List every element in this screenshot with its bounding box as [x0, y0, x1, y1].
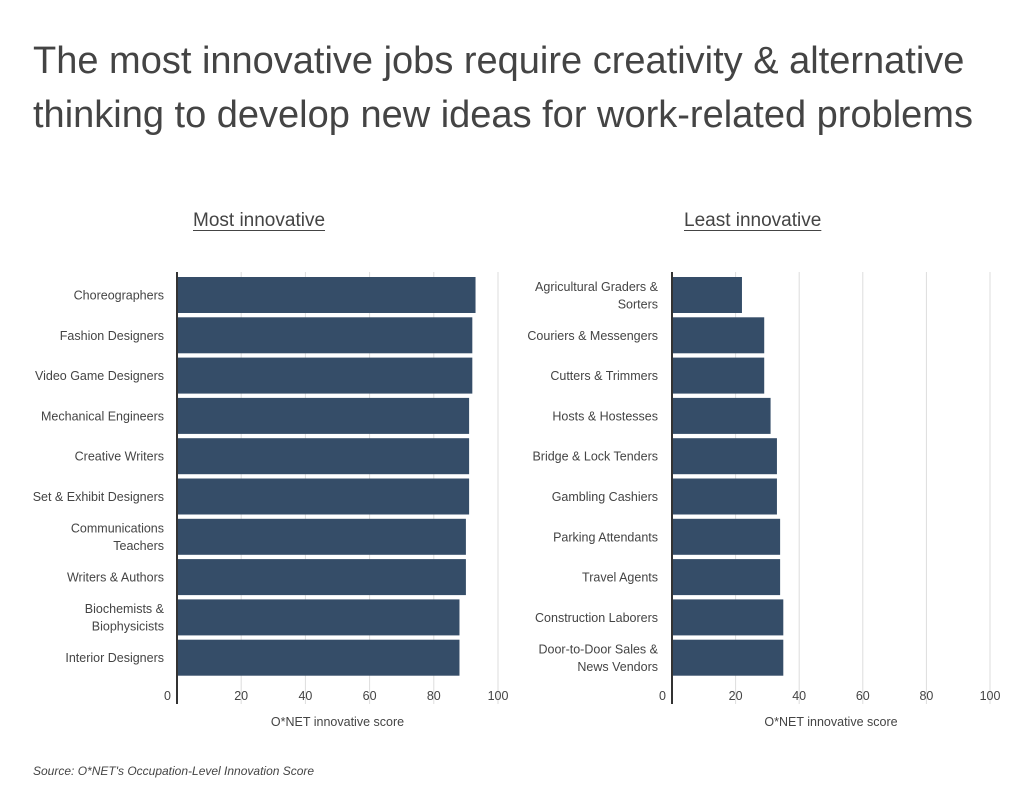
most-bar	[177, 518, 466, 555]
least-bar	[672, 478, 777, 515]
most-x-tick-label: 40	[298, 689, 312, 703]
most-x-tick-label: 60	[363, 689, 377, 703]
least-bar	[672, 639, 784, 676]
least-category-label: Bridge & Lock Tenders	[532, 450, 658, 464]
least-category-label: Travel Agents	[582, 571, 658, 585]
most-bar	[177, 357, 473, 394]
panel-title-least-innovative: Least innovative	[684, 210, 822, 231]
most-bar	[177, 599, 460, 636]
most-category-label: Set & Exhibit Designers	[33, 490, 164, 504]
least-category-label: Cutters & Trimmers	[550, 369, 658, 383]
most-bar	[177, 317, 473, 354]
least-bar	[672, 397, 771, 434]
least-category-label: Agricultural Graders & Sorters	[535, 280, 659, 312]
least-bar	[672, 357, 765, 394]
source-note: Source: O*NET's Occupation-Level Innovat…	[33, 764, 315, 778]
most-bar	[177, 639, 460, 676]
least-bar	[672, 277, 742, 313]
least-bar	[672, 438, 777, 475]
most-x-tick-label: 80	[427, 689, 441, 703]
least-category-label: Door-to-Door Sales & News Vendors	[539, 642, 659, 674]
most-x-tick-label: 20	[234, 689, 248, 703]
most-x-tick-label: 0	[164, 689, 171, 703]
most-bar	[177, 397, 470, 434]
most-category-label: Video Game Designers	[35, 369, 164, 383]
most-bar	[177, 559, 466, 596]
least-x-axis-label: O*NET innovative score	[764, 715, 897, 729]
most-bar	[177, 438, 470, 475]
most-category-label: Choreographers	[74, 289, 164, 303]
least-x-tick-label: 100	[980, 689, 1001, 703]
least-category-label: Hosts & Hostesses	[552, 409, 658, 423]
most-category-label: Communications Teachers	[71, 522, 164, 554]
most-category-label: Mechanical Engineers	[41, 409, 164, 423]
least-x-tick-label: 60	[856, 689, 870, 703]
most-category-label: Writers & Authors	[67, 571, 164, 585]
most-category-label: Interior Designers	[65, 651, 164, 665]
least-bar	[672, 599, 784, 636]
most-category-label: Biochemists & Biophysicists	[85, 602, 165, 634]
least-bar	[672, 317, 765, 354]
least-bar	[672, 518, 781, 555]
least-category-label: Construction Laborers	[535, 611, 658, 625]
least-category-label: Parking Attendants	[553, 530, 658, 544]
least-category-label: Gambling Cashiers	[552, 490, 658, 504]
most-bar	[177, 478, 470, 515]
most-category-label: Fashion Designers	[60, 329, 164, 343]
least-x-tick-label: 80	[919, 689, 933, 703]
least-bar	[672, 559, 781, 596]
most-x-axis-label: O*NET innovative score	[271, 715, 404, 729]
least-x-tick-label: 40	[792, 689, 806, 703]
most-x-tick-label: 100	[488, 689, 509, 703]
least-x-tick-label: 0	[659, 689, 666, 703]
page-title: The most innovative jobs require creativ…	[33, 40, 973, 136]
least-x-tick-label: 20	[729, 689, 743, 703]
least-category-label: Couriers & Messengers	[527, 329, 658, 343]
most-bar	[177, 277, 476, 313]
most-category-label: Creative Writers	[75, 450, 164, 464]
panel-title-most-innovative: Most innovative	[193, 210, 326, 231]
